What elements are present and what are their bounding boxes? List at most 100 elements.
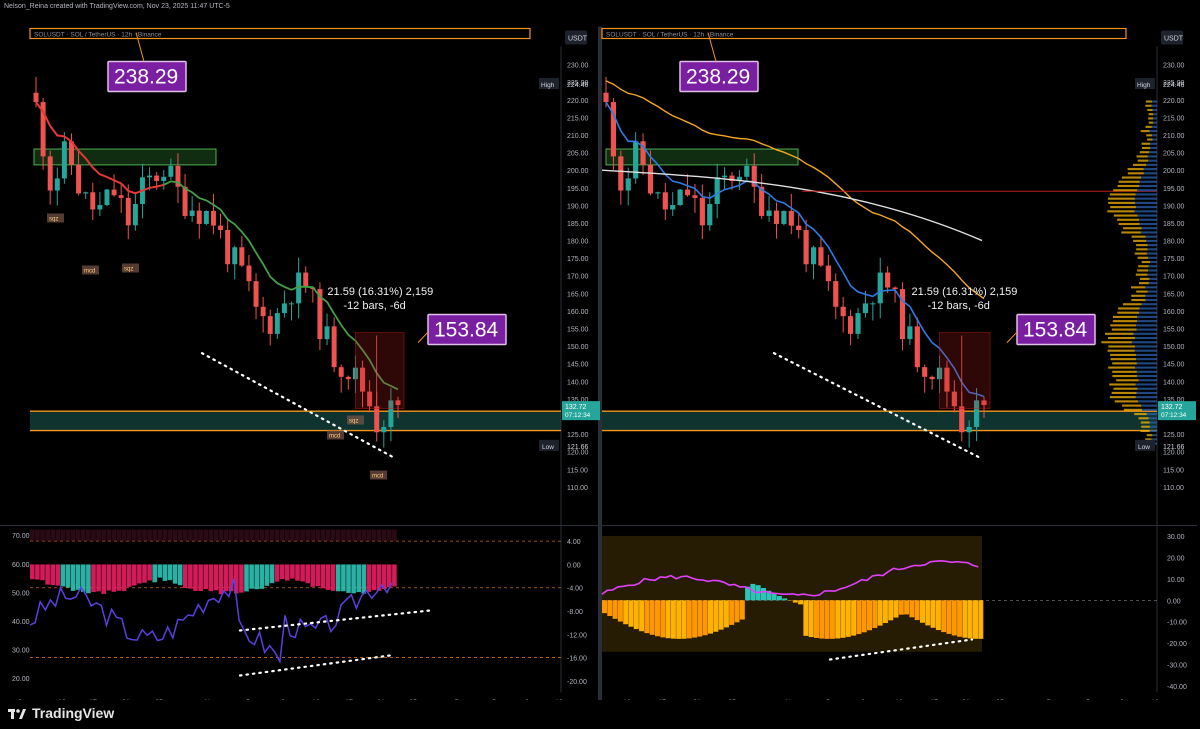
candle-body bbox=[914, 326, 920, 368]
volume-profile-bar bbox=[1131, 294, 1146, 297]
volume-profile-bar bbox=[1139, 151, 1150, 154]
osc-hist-bar bbox=[183, 564, 188, 589]
volume-profile-bar bbox=[1136, 244, 1148, 247]
osc-bg-bar bbox=[91, 529, 96, 542]
osc-left-tick: 40.00 bbox=[12, 619, 30, 626]
osc-bg-bar bbox=[295, 529, 300, 542]
volume-profile-bar bbox=[1141, 260, 1151, 264]
y-tick-label: 180.00 bbox=[567, 239, 589, 246]
osc-hist-bar bbox=[351, 564, 356, 594]
osc-hist-bar bbox=[30, 564, 35, 580]
candle-body bbox=[125, 197, 131, 226]
mom-hist-bar bbox=[951, 600, 957, 636]
volume-profile-bar bbox=[1145, 100, 1152, 103]
osc-bg-bar bbox=[142, 529, 147, 542]
osc-bg-bar bbox=[101, 529, 106, 542]
mom-hist-bar bbox=[697, 600, 703, 637]
volume-profile-bar bbox=[1139, 184, 1157, 188]
volume-profile-bar bbox=[1145, 125, 1152, 128]
candle-body bbox=[729, 175, 735, 181]
volume-profile-bar bbox=[1113, 214, 1138, 217]
mom-hist-bar bbox=[814, 600, 819, 638]
candle-body bbox=[196, 210, 202, 224]
candle-body bbox=[246, 265, 252, 282]
volume-profile-bar bbox=[1145, 104, 1152, 107]
volume-profile-bar bbox=[1149, 421, 1157, 424]
candle-body bbox=[253, 281, 259, 307]
callout-target-box bbox=[1016, 313, 1096, 346]
osc-hist-bar bbox=[254, 564, 259, 590]
volume-profile-bar bbox=[1143, 168, 1157, 171]
osc-hist-bar bbox=[279, 564, 285, 580]
volume-profile-bar bbox=[1134, 197, 1157, 200]
currency-box bbox=[1161, 30, 1183, 45]
volume-profile-bar bbox=[1151, 438, 1157, 441]
candle-body bbox=[662, 192, 668, 210]
mom-hist-bar bbox=[798, 600, 804, 605]
y-tick-label: 230.00 bbox=[1163, 63, 1185, 70]
candle-body bbox=[97, 205, 103, 210]
candle-body bbox=[885, 272, 891, 288]
mom-hist-bar bbox=[655, 600, 660, 637]
osc-bg-bar bbox=[300, 529, 305, 542]
osc-hist-bar bbox=[101, 564, 106, 594]
volume-profile-bar bbox=[1151, 104, 1157, 107]
candle-body bbox=[877, 272, 883, 304]
volume-profile-bar bbox=[1146, 163, 1157, 166]
osc-bg-bar bbox=[111, 529, 117, 542]
osc-bg-bar bbox=[40, 529, 45, 542]
candle-body bbox=[175, 165, 181, 187]
candle-body bbox=[603, 92, 609, 103]
measure-label-1: 21.59 (16.31%) 2,159 bbox=[912, 286, 1018, 298]
osc-hist-bar bbox=[157, 564, 163, 578]
mom-hist-bar bbox=[904, 600, 910, 615]
volume-profile-bar bbox=[1148, 256, 1157, 259]
osc-left-tick: 60.00 bbox=[12, 562, 30, 569]
y-tick-label: 215.00 bbox=[567, 115, 589, 122]
volume-profile-bar bbox=[1140, 231, 1157, 234]
osc-hist-bar bbox=[392, 564, 397, 587]
volume-profile-bar bbox=[1127, 168, 1144, 171]
volume-profile-bar bbox=[1137, 189, 1157, 192]
volume-profile-bar bbox=[1133, 239, 1147, 242]
volume-profile-bar bbox=[1141, 404, 1157, 407]
y-tick-label: 165.00 bbox=[567, 291, 589, 298]
mom-trendline bbox=[828, 638, 974, 661]
osc-hist-bar bbox=[193, 564, 198, 591]
osc-hist-bar bbox=[86, 564, 91, 594]
osc-hist-bar bbox=[198, 564, 203, 592]
y-tick-label: 115.00 bbox=[567, 467, 588, 474]
callout-target-box bbox=[427, 313, 507, 346]
marker-label: sqz bbox=[124, 267, 133, 273]
volume-profile-bar bbox=[1147, 273, 1157, 276]
candle-body bbox=[892, 287, 898, 290]
osc-bg-bar bbox=[60, 529, 66, 542]
top-level-box bbox=[29, 27, 531, 40]
osc-trend-upper bbox=[238, 609, 432, 632]
candle-body bbox=[147, 175, 153, 178]
volume-profile-bar bbox=[1145, 286, 1157, 289]
osc-hist-bar bbox=[269, 564, 275, 584]
volume-profile-bar bbox=[1150, 142, 1157, 145]
countdown: 07:12:34 bbox=[1161, 412, 1187, 419]
osc-hist-bar bbox=[300, 564, 305, 582]
osc-hist-bar bbox=[132, 564, 137, 586]
price-panel-right: USDT SOLUSDT · SOL / TetherUS · 12h · Bin… bbox=[570, 27, 1197, 707]
osc-bg-bar bbox=[259, 529, 265, 542]
volume-profile-bar bbox=[1150, 260, 1157, 264]
candle-body bbox=[810, 247, 817, 265]
mom-hist-bar bbox=[602, 600, 607, 614]
mom-hist-bar bbox=[665, 600, 671, 639]
y-tick-label: 170.00 bbox=[1163, 274, 1185, 281]
volume-profile-bar bbox=[1148, 113, 1154, 116]
osc-hist-bar bbox=[346, 564, 351, 593]
volume-profile-bar bbox=[1151, 125, 1157, 128]
osc-hist-bar bbox=[223, 564, 229, 592]
osc-bg-bar bbox=[45, 529, 50, 542]
candle-body bbox=[618, 156, 624, 191]
trendline-dotted bbox=[772, 352, 984, 460]
measure-box bbox=[939, 332, 991, 409]
volume-profile-bar bbox=[1139, 218, 1157, 221]
marker-box bbox=[47, 213, 64, 223]
volume-profile-bar bbox=[1139, 180, 1157, 183]
